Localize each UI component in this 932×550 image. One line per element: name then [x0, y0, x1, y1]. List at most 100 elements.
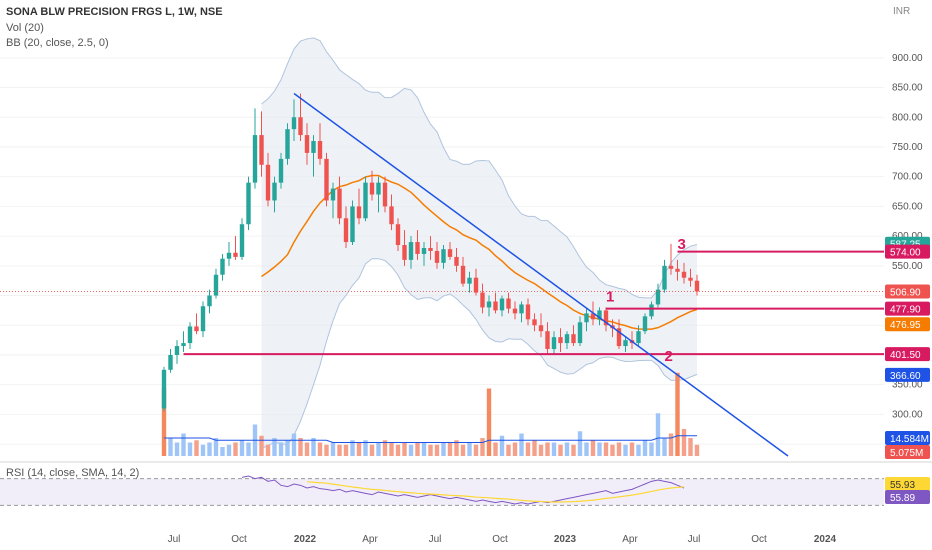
candle-body: [668, 265, 674, 269]
bb-legend[interactable]: BB (20, close, 2.5, 0): [6, 37, 109, 49]
volume-bar: [454, 440, 459, 456]
volume-bar: [304, 442, 310, 456]
candle-body: [311, 141, 316, 153]
currency-label: INR: [893, 6, 911, 17]
price-tick-label: 300.00: [892, 409, 923, 420]
volume-bar: [486, 388, 492, 456]
price-tag-bg: [885, 367, 930, 382]
volume-bar: [194, 440, 199, 456]
candle-body: [233, 252, 238, 257]
candle-body: [356, 206, 362, 219]
candle-body: [623, 340, 628, 347]
time-tick-label: Jul: [688, 534, 701, 545]
price-tag: 366.60: [885, 367, 930, 382]
candle-body: [272, 182, 277, 201]
price-tag-bg: [885, 317, 930, 332]
rsi-tag-bg: [885, 477, 930, 491]
candle-body: [454, 256, 459, 266]
candle-body: [428, 248, 433, 251]
price-tag-label: 5.075M: [890, 448, 923, 459]
rsi-tag-label: 55.89: [890, 493, 915, 504]
volume-bar: [597, 442, 602, 456]
candle-body: [343, 218, 349, 243]
candle-body: [246, 182, 251, 225]
volume-bar: [525, 442, 531, 456]
time-tick-label: Oct: [231, 534, 247, 545]
volume-bar: [174, 442, 180, 456]
candle-body: [441, 249, 446, 263]
price-tick-label: 550.00: [892, 261, 923, 272]
volume-bar: [415, 442, 420, 456]
candle-body: [525, 304, 531, 320]
volume-bar: [324, 444, 329, 456]
volume-bar: [239, 440, 245, 456]
volume-bar: [337, 444, 342, 456]
candle-body: [434, 250, 440, 263]
volume-legend[interactable]: Vol (20): [6, 22, 44, 34]
volume-bar: [564, 442, 570, 456]
volume-bar: [584, 442, 589, 456]
rsi-sma-line: [306, 481, 685, 503]
volume-bar: [577, 431, 583, 456]
candle-body: [337, 188, 342, 219]
volume-ma-line: [164, 435, 697, 443]
candle-body: [259, 135, 264, 165]
rsi-line: [241, 475, 685, 505]
candle-body: [200, 306, 206, 332]
candle-body: [317, 141, 323, 159]
volume-bar: [532, 440, 537, 456]
volume-bar: [655, 413, 661, 456]
price-tag-label: 366.60: [890, 371, 921, 382]
trendline[interactable]: [293, 92, 789, 457]
candle-body: [278, 158, 284, 183]
volume-ma: [164, 435, 697, 443]
volume-bar: [519, 433, 524, 456]
candle-body: [324, 158, 329, 201]
volume-bar: [506, 444, 511, 456]
candle-body: [506, 298, 511, 309]
volume-bar: [428, 444, 433, 456]
candle-body: [564, 334, 570, 344]
candle-body: [545, 331, 550, 350]
candle-body: [298, 117, 303, 136]
price-tag-bg: [885, 445, 930, 459]
rsi-legend[interactable]: RSI (14, close, SMA, 14, 2): [6, 467, 140, 479]
candle-body: [220, 258, 225, 275]
candlesticks[interactable]: [161, 93, 700, 412]
volume-bar: [493, 442, 498, 456]
candle-body: [655, 289, 661, 305]
candle-body: [252, 135, 258, 183]
time-tick-label: Oct: [751, 534, 767, 545]
chart-title: SONA BLW PRECISION FRGS L, 1W, NSE: [6, 6, 223, 18]
candle-body: [265, 164, 271, 201]
volume-bar: [512, 442, 518, 456]
bb-lower: [261, 258, 698, 450]
volume-bar: [265, 444, 271, 456]
candle-body: [590, 313, 596, 320]
candle-body: [285, 129, 290, 159]
volume-bar: [200, 444, 206, 456]
candle-body: [597, 310, 602, 320]
volume-bar: [558, 444, 563, 456]
candle-body: [616, 328, 622, 347]
candle-body: [369, 182, 375, 195]
volume-bar: [447, 442, 453, 456]
price-tag-bg: [885, 431, 930, 445]
candle-body: [161, 369, 167, 409]
volume-bar: [421, 442, 427, 456]
price-tag: 574.00: [885, 244, 930, 259]
horizontal-levels[interactable]: [0, 250, 884, 356]
rsi-tag-bg: [885, 490, 930, 504]
volume-bar: [402, 442, 407, 456]
candle-body: [467, 277, 472, 284]
volume-bar: [233, 442, 238, 456]
time-tick-label: Apr: [362, 534, 378, 545]
price-tag-bg: [885, 244, 930, 259]
rsi-tag: 55.89: [885, 490, 930, 504]
time-axis[interactable]: Jul Oct 2022 Apr Jul Oct 2023 Apr Jul Oct 2024: [168, 534, 837, 545]
price-tag: 477.90: [885, 301, 930, 316]
candle-body: [512, 308, 518, 314]
volume-bar: [590, 440, 596, 456]
volume-bar: [246, 442, 251, 456]
